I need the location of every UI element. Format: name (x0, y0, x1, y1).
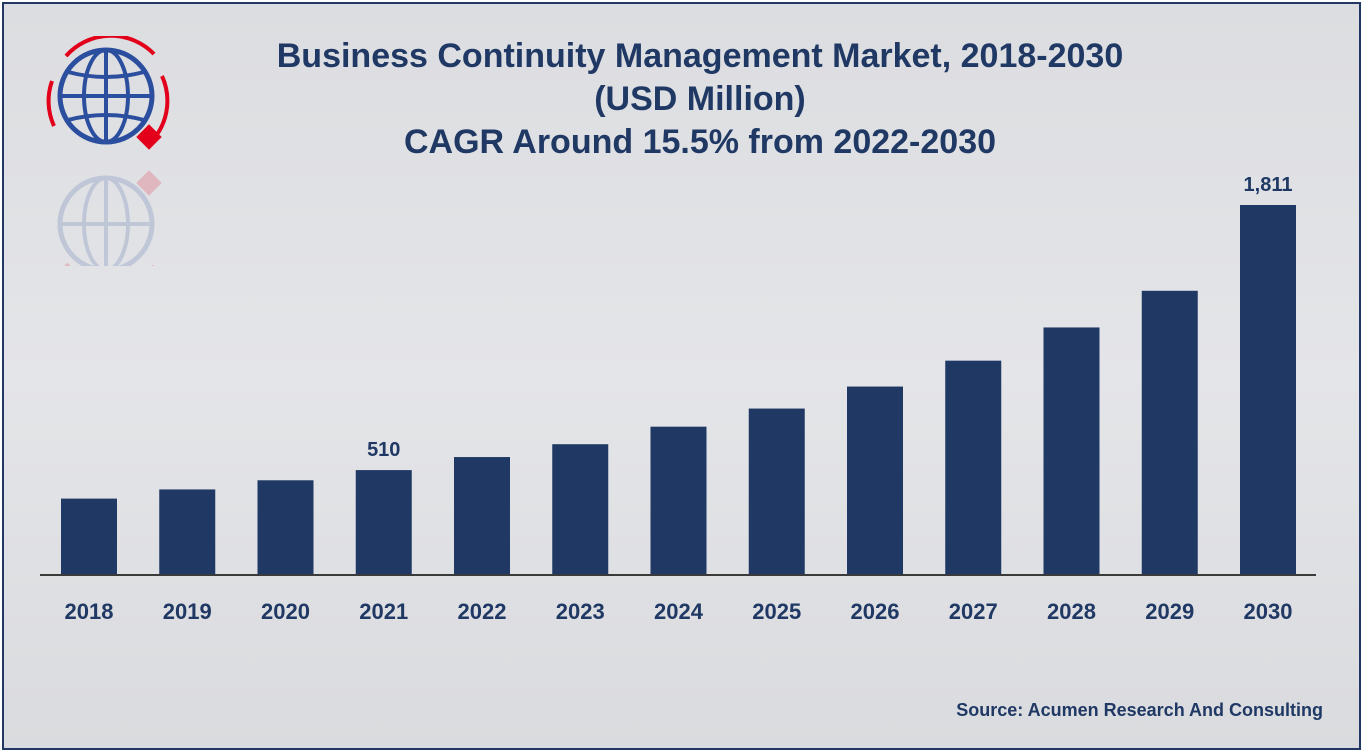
bar-2025 (748, 408, 805, 574)
bar-2030 (1240, 205, 1296, 574)
x-tick-label-2019: 2019 (163, 599, 212, 624)
x-tick-label-2030: 2030 (1244, 599, 1293, 624)
bar-2023 (552, 444, 609, 574)
chart-title-line3: CAGR Around 15.5% from 2022-2030 (403, 123, 997, 161)
bar-2019 (159, 489, 216, 574)
chart-title-line2: (USD Million) (594, 80, 806, 118)
bar-2027 (945, 360, 1002, 574)
data-label-2021: 510 (367, 439, 400, 461)
bar-2024 (650, 426, 707, 574)
x-tick-label-2021: 2021 (359, 599, 408, 624)
bar-2029 (1141, 290, 1198, 574)
bar-chart: 2018 2019 2020 2021 2022 2023 2024 2025 2026 2027… (40, 174, 1316, 624)
x-tick-label-2025: 2025 (752, 599, 801, 624)
x-tick-label-2022: 2022 (458, 599, 507, 624)
bar-2026 (847, 386, 903, 574)
x-tick-label-2020: 2020 (261, 599, 310, 624)
bar-2028 (1043, 327, 1100, 574)
x-tick-label-2028: 2028 (1047, 599, 1096, 624)
x-tick-label-2029: 2029 (1145, 599, 1194, 624)
bar-2022 (454, 457, 510, 574)
bar-2021 (355, 470, 412, 574)
data-label-2030: 1,811 (1244, 174, 1293, 196)
bar-2020 (257, 480, 314, 574)
x-tick-label-2018: 2018 (65, 599, 114, 624)
x-tick-label-2024: 2024 (654, 599, 704, 624)
x-tick-label-2026: 2026 (851, 599, 900, 624)
bar-2018 (61, 498, 117, 574)
source-note: Source: Acumen Research And Consulting (956, 700, 1323, 720)
x-tick-label-2027: 2027 (949, 599, 998, 624)
globe-logo-icon (46, 36, 170, 266)
x-tick-label-2023: 2023 (556, 599, 605, 624)
chart-title-line1: Business Continuity Management Market, 2… (276, 37, 1124, 75)
